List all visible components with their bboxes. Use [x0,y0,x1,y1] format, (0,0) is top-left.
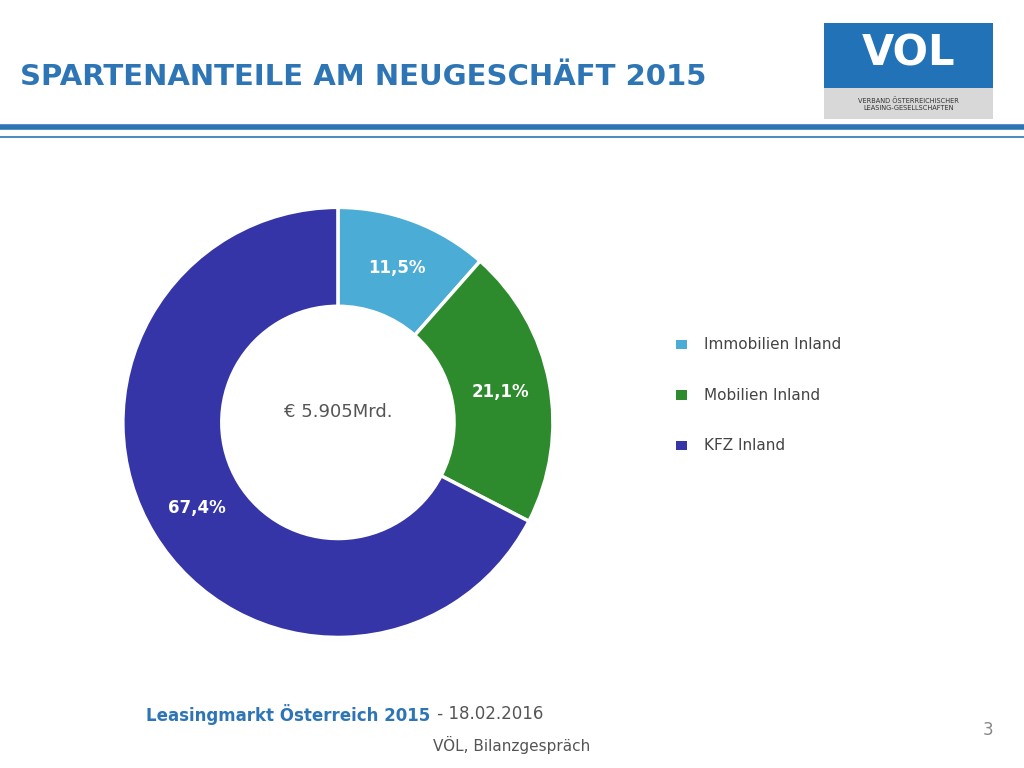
Text: Leasingmarkt Österreich 2015: Leasingmarkt Österreich 2015 [145,703,430,725]
Wedge shape [415,261,553,521]
Text: - 18.02.2016: - 18.02.2016 [432,705,544,723]
Text: VÖL, Bilanzgespräch: VÖL, Bilanzgespräch [433,736,591,754]
Wedge shape [338,207,480,336]
Text: € 5.905Mrd.: € 5.905Mrd. [284,402,392,421]
Text: 3: 3 [983,720,993,739]
Text: 67,4%: 67,4% [168,499,225,518]
Text: Mobilien Inland: Mobilien Inland [705,388,820,402]
Text: KFZ Inland: KFZ Inland [705,439,785,453]
Text: Immobilien Inland: Immobilien Inland [705,337,842,352]
Text: VERBAND ÖSTERREICHISCHER
LEASING-GESELLSCHAFTEN: VERBAND ÖSTERREICHISCHER LEASING-GESELLS… [858,97,959,111]
Text: SPARTENANTEILE AM NEUGESCHÄFT 2015: SPARTENANTEILE AM NEUGESCHÄFT 2015 [20,63,707,91]
Bar [824,88,993,119]
Wedge shape [123,207,529,637]
Text: VOL: VOL [862,33,955,74]
Bar [676,390,687,399]
Bar [824,23,993,88]
Text: 11,5%: 11,5% [368,259,425,276]
Bar [676,441,687,450]
Text: 21,1%: 21,1% [472,383,529,401]
Bar [676,339,687,349]
